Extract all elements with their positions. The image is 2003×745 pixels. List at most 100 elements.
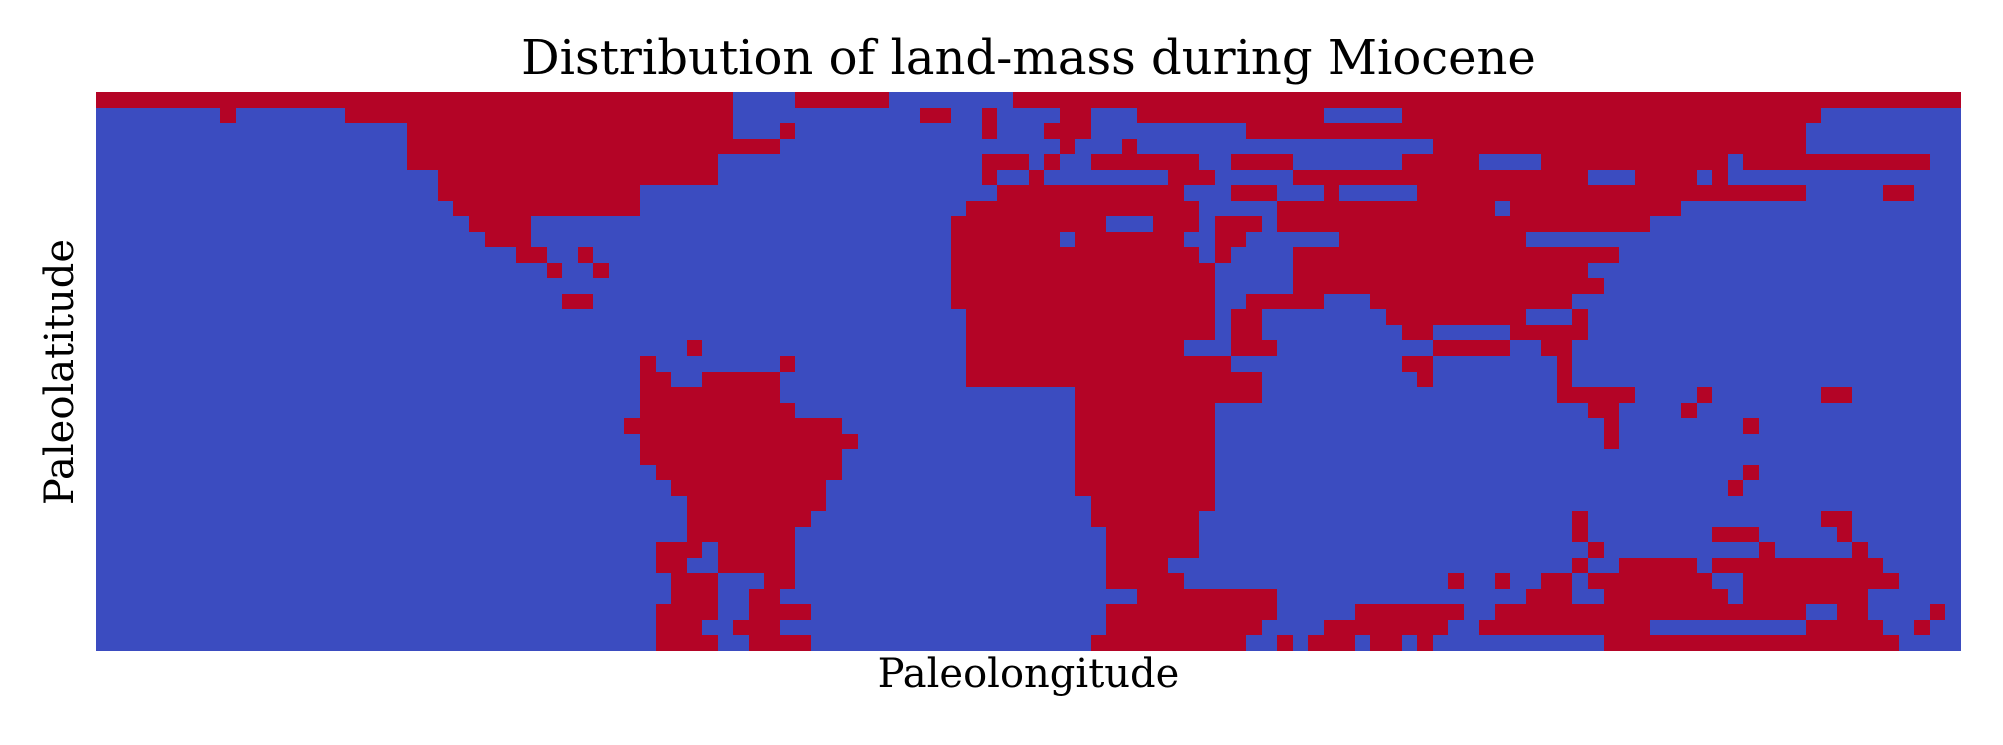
land-cell (1044, 123, 1091, 139)
land-cell (780, 356, 795, 372)
land-cell (733, 620, 780, 635)
land-cell (345, 108, 733, 123)
land-cell (1557, 356, 1572, 372)
land-cell (656, 558, 687, 573)
land-cell (1231, 154, 1293, 170)
land-cell (1215, 232, 1246, 247)
land-cell (640, 356, 656, 372)
land-cell (1402, 108, 1821, 123)
land-cell (485, 232, 531, 247)
land-cell (1324, 620, 1448, 635)
land-cell (1137, 589, 1277, 604)
y-axis-label: Paleolatitude (37, 238, 83, 506)
land-cell (1526, 589, 1572, 604)
land-cell (1060, 108, 1091, 123)
land-cell (1572, 527, 1588, 542)
land-cell (1448, 573, 1464, 589)
land-cell (1743, 418, 1759, 434)
land-cell (780, 123, 795, 139)
land-cell (1743, 154, 1930, 170)
land-cell (1604, 589, 1728, 604)
land-cell (220, 108, 236, 123)
land-cell (1417, 185, 1806, 201)
land-cell (1495, 573, 1510, 589)
land-cell (1417, 372, 1433, 387)
land-cell (982, 170, 997, 185)
land-cell (640, 403, 795, 418)
land-cell (1743, 589, 1868, 604)
land-cell (640, 434, 858, 449)
land-cell (547, 263, 562, 278)
land-cell (1075, 465, 1215, 480)
land-cell (1386, 309, 1526, 325)
land-cell (1075, 434, 1215, 449)
land-cell (1697, 387, 1712, 403)
land-cell (453, 201, 640, 216)
land-cell (982, 108, 997, 123)
land-cell (1712, 527, 1759, 542)
land-cell (1402, 356, 1433, 372)
land-cell (951, 232, 1060, 247)
land-cell (951, 247, 1199, 263)
land-cell (1402, 154, 1479, 170)
land-cell (1293, 170, 1588, 185)
land-cell (1168, 170, 1215, 185)
land-cell (1743, 465, 1759, 480)
land-cell (438, 170, 718, 185)
land-cell (407, 154, 718, 170)
land-cell (1075, 403, 1215, 418)
land-cell (1588, 542, 1604, 558)
land-cell (656, 620, 702, 635)
land-cell (1231, 325, 1262, 340)
land-cell (1821, 387, 1852, 403)
x-axis-label: Paleolongitude (877, 651, 1180, 697)
land-cell (687, 511, 811, 527)
land-cell (1837, 604, 1868, 620)
land-cell (1541, 154, 1728, 170)
land-cell (1712, 170, 1728, 185)
land-cell (1588, 403, 1619, 418)
land-cell (671, 480, 826, 496)
land-cell (966, 356, 1231, 372)
land-cell (640, 372, 671, 387)
land-cell (407, 139, 780, 154)
land-cell (1837, 527, 1852, 542)
land-cell (982, 123, 997, 139)
land-cell (1060, 139, 1075, 154)
land-cell (1044, 154, 1060, 170)
land-cell (1091, 496, 1215, 511)
land-cell (966, 340, 1184, 356)
land-cell (1106, 620, 1262, 635)
land-cell (687, 527, 795, 542)
land-cell (1153, 216, 1199, 232)
land-cell (718, 542, 795, 558)
land-cell (1557, 387, 1635, 403)
land-cell (982, 154, 1029, 170)
land-cell (1122, 139, 1137, 154)
land-cell (1091, 635, 1246, 651)
land-cell (951, 294, 1215, 309)
land-cell (407, 123, 733, 139)
land-cell (1106, 558, 1168, 573)
land-cell (1930, 604, 1945, 620)
land-cell (1231, 309, 1262, 325)
land-cell (1572, 558, 1588, 573)
land-cell (1277, 201, 1495, 216)
land-cell (1029, 170, 1044, 185)
land-cell (1417, 635, 1433, 651)
land-cell (1479, 620, 1650, 635)
land-cell (1075, 232, 1184, 247)
land-cell (1293, 263, 1588, 278)
land-cell (562, 294, 593, 309)
land-cell (1106, 542, 1199, 558)
land-cell (640, 449, 842, 465)
land-cell (578, 247, 593, 263)
land-cell (1013, 92, 1961, 108)
land-cell (640, 387, 780, 403)
land-cell (1541, 340, 1572, 356)
land-cell (1075, 418, 1215, 434)
land-cell (1370, 635, 1402, 651)
land-cell (997, 185, 1184, 201)
land-cell (966, 309, 1215, 325)
land-cell (1308, 635, 1355, 651)
